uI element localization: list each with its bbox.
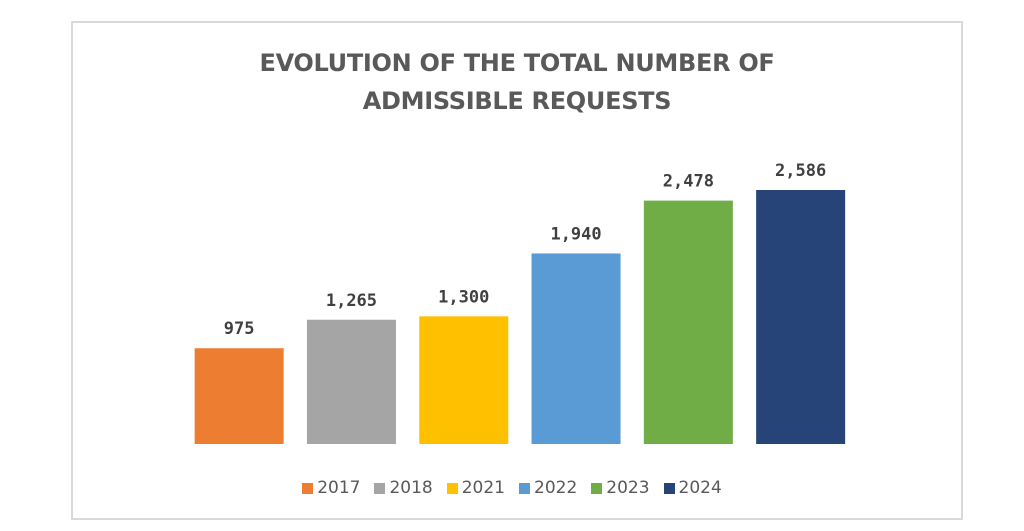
legend-item-2017: 2017	[302, 478, 360, 498]
legend-swatch-2021	[446, 482, 458, 494]
data-label-2021: 1,300	[438, 287, 489, 307]
data-label-2017: 975	[224, 319, 255, 339]
legend-swatch-2022	[519, 482, 530, 494]
legend-swatch-2023	[591, 482, 603, 494]
legend-item-2023: 2023	[591, 478, 650, 498]
legend-item-2024: 2024	[663, 478, 722, 498]
bar-2017	[194, 348, 284, 444]
bar-2023	[643, 200, 733, 444]
data-label-2023: 2,478	[663, 172, 714, 192]
legend-swatch-2018	[374, 482, 386, 494]
legend-item-2018: 2018	[374, 478, 433, 498]
legend-label-2023: 2023	[606, 478, 650, 498]
chart-title-line-2: ADMISSIBLE REQUESTS	[362, 87, 672, 115]
legend-label-2024: 2024	[678, 478, 722, 498]
data-label-2024: 2,586	[775, 161, 826, 181]
legend-label-2018: 2018	[389, 478, 433, 498]
chart-title: EVOLUTION OF THE TOTAL NUMBER OF ADMISSI…	[71, 44, 963, 120]
legend-swatch-2024	[663, 482, 675, 494]
legend-item-2021: 2021	[446, 478, 505, 498]
legend-label-2022: 2022	[534, 478, 578, 498]
data-label-2018: 1,265	[326, 291, 377, 311]
bar-2022	[531, 253, 621, 444]
bar-2021	[419, 316, 509, 444]
legend-label-2017: 2017	[317, 478, 361, 498]
legend-item-2022: 2022	[519, 478, 577, 498]
legend-label-2021: 2021	[461, 478, 505, 498]
data-label-2022: 1,940	[550, 224, 601, 244]
bar-2024	[756, 190, 846, 444]
bar-2018	[306, 319, 396, 444]
legend-swatch-2017	[302, 482, 314, 494]
chart-legend: 2017 2018 2021 2022 2023 2024	[0, 478, 1024, 498]
chart-title-line-1: EVOLUTION OF THE TOTAL NUMBER OF	[259, 49, 775, 77]
